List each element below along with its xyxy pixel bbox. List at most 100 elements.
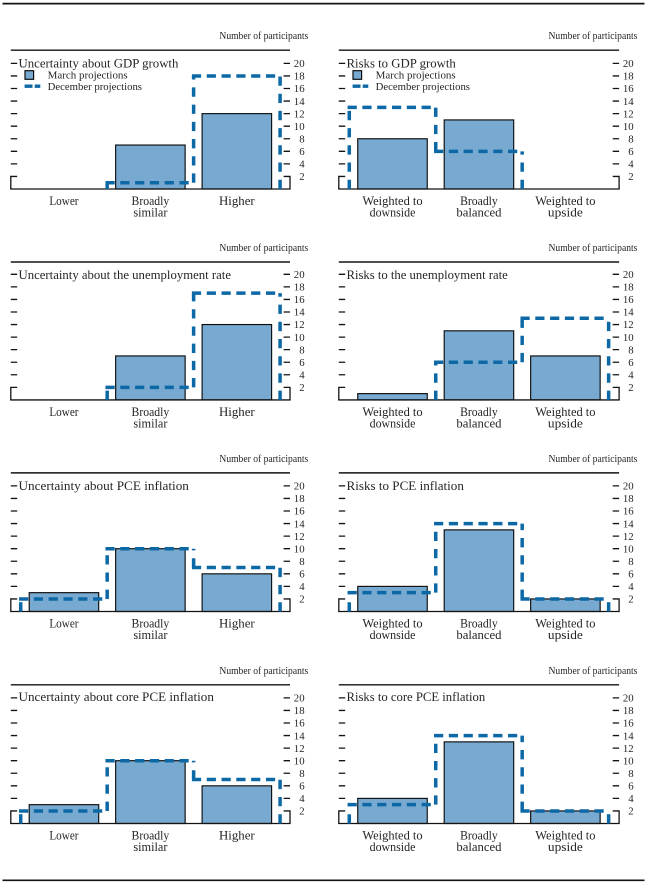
svg-text:8: 8 [299,133,304,145]
svg-text:14: 14 [294,518,305,530]
svg-text:Number of participants: Number of participants [219,665,308,677]
svg-text:downside: downside [370,417,416,431]
svg-text:similar: similar [133,206,168,220]
svg-text:20: 20 [294,269,305,281]
svg-text:Number of participants: Number of participants [549,665,638,677]
svg-text:Higher: Higher [219,828,255,842]
svg-text:18: 18 [294,493,305,505]
svg-text:March projections: March projections [48,69,128,81]
svg-text:Weighted to: Weighted to [362,405,422,419]
svg-text:Lower: Lower [49,828,79,842]
svg-text:8: 8 [628,556,633,568]
svg-text:upside: upside [548,840,583,854]
svg-text:6: 6 [299,146,305,158]
svg-text:upside: upside [548,206,583,220]
svg-text:Broadly: Broadly [460,616,498,630]
svg-text:12: 12 [623,319,634,331]
svg-text:10: 10 [294,755,305,767]
svg-text:Weighted to: Weighted to [362,616,422,630]
svg-text:Weighted to: Weighted to [362,828,422,842]
svg-text:20: 20 [623,269,634,281]
svg-text:Uncertainty about the unemploy: Uncertainty about the unemployment rate [19,268,232,282]
svg-text:8: 8 [299,344,304,356]
svg-text:Broadly: Broadly [460,405,498,419]
svg-text:14: 14 [623,518,634,530]
svg-text:Weighted to: Weighted to [535,828,595,842]
svg-text:10: 10 [623,543,634,555]
svg-text:20: 20 [623,481,634,493]
svg-text:10: 10 [623,755,634,767]
svg-text:2: 2 [299,382,304,394]
svg-text:Broadly: Broadly [132,616,170,630]
svg-text:8: 8 [299,768,304,780]
svg-text:14: 14 [294,96,305,108]
svg-text:4: 4 [299,793,305,805]
svg-text:10: 10 [294,121,305,133]
svg-text:14: 14 [623,96,634,108]
svg-text:14: 14 [294,730,305,742]
svg-text:Broadly: Broadly [460,194,498,208]
svg-text:Weighted to: Weighted to [535,194,595,208]
svg-text:4: 4 [628,159,634,171]
svg-text:downside: downside [370,628,416,642]
svg-text:2: 2 [628,806,633,818]
svg-text:20: 20 [623,58,634,70]
svg-text:16: 16 [294,83,305,95]
svg-text:6: 6 [628,781,634,793]
svg-text:6: 6 [628,146,634,158]
svg-text:upside: upside [548,628,583,642]
svg-text:balanced: balanced [456,628,502,642]
svg-text:6: 6 [299,569,305,581]
svg-text:upside: upside [548,417,583,431]
svg-text:18: 18 [623,705,634,717]
svg-text:20: 20 [623,693,634,705]
svg-text:Broadly: Broadly [132,828,170,842]
svg-text:12: 12 [623,531,634,543]
svg-text:similar: similar [133,628,168,642]
svg-text:18: 18 [294,705,305,717]
svg-text:Number of participants: Number of participants [549,453,638,465]
svg-text:Lower: Lower [49,616,79,630]
svg-text:8: 8 [628,344,633,356]
svg-text:downside: downside [370,206,416,220]
svg-text:6: 6 [299,781,305,793]
svg-text:Higher: Higher [219,616,255,630]
svg-text:4: 4 [628,793,634,805]
svg-text:2: 2 [299,594,304,606]
svg-text:16: 16 [294,506,305,518]
svg-text:20: 20 [294,693,305,705]
svg-text:18: 18 [294,71,305,83]
svg-text:12: 12 [294,531,305,543]
svg-text:Number of participants: Number of participants [219,30,308,42]
svg-text:Risks to GDP growth: Risks to GDP growth [347,57,457,71]
svg-text:Number of participants: Number of participants [549,30,638,42]
svg-text:6: 6 [628,569,634,581]
svg-text:Weighted to: Weighted to [362,194,422,208]
svg-text:Broadly: Broadly [132,194,170,208]
svg-text:12: 12 [294,743,305,755]
svg-text:12: 12 [294,108,305,120]
svg-text:18: 18 [623,282,634,294]
svg-text:12: 12 [623,108,634,120]
svg-text:10: 10 [294,332,305,344]
svg-text:14: 14 [294,307,305,319]
svg-text:Uncertainty about GDP growth: Uncertainty about GDP growth [19,57,180,71]
svg-text:18: 18 [623,493,634,505]
svg-text:Broadly: Broadly [460,828,498,842]
svg-text:16: 16 [294,718,305,730]
svg-text:balanced: balanced [456,206,502,220]
svg-text:December projections: December projections [48,81,142,93]
svg-text:balanced: balanced [456,417,502,431]
svg-text:Number of participants: Number of participants [549,242,638,254]
svg-text:Weighted to: Weighted to [535,405,595,419]
svg-text:10: 10 [623,332,634,344]
svg-text:8: 8 [299,556,304,568]
svg-text:4: 4 [299,581,305,593]
svg-text:14: 14 [623,307,634,319]
svg-text:16: 16 [623,718,634,730]
svg-text:March projections: March projections [376,69,456,81]
svg-text:6: 6 [628,357,634,369]
svg-text:Risks to PCE inflation: Risks to PCE inflation [347,479,465,493]
svg-text:Lower: Lower [49,405,79,419]
svg-text:4: 4 [299,159,305,171]
